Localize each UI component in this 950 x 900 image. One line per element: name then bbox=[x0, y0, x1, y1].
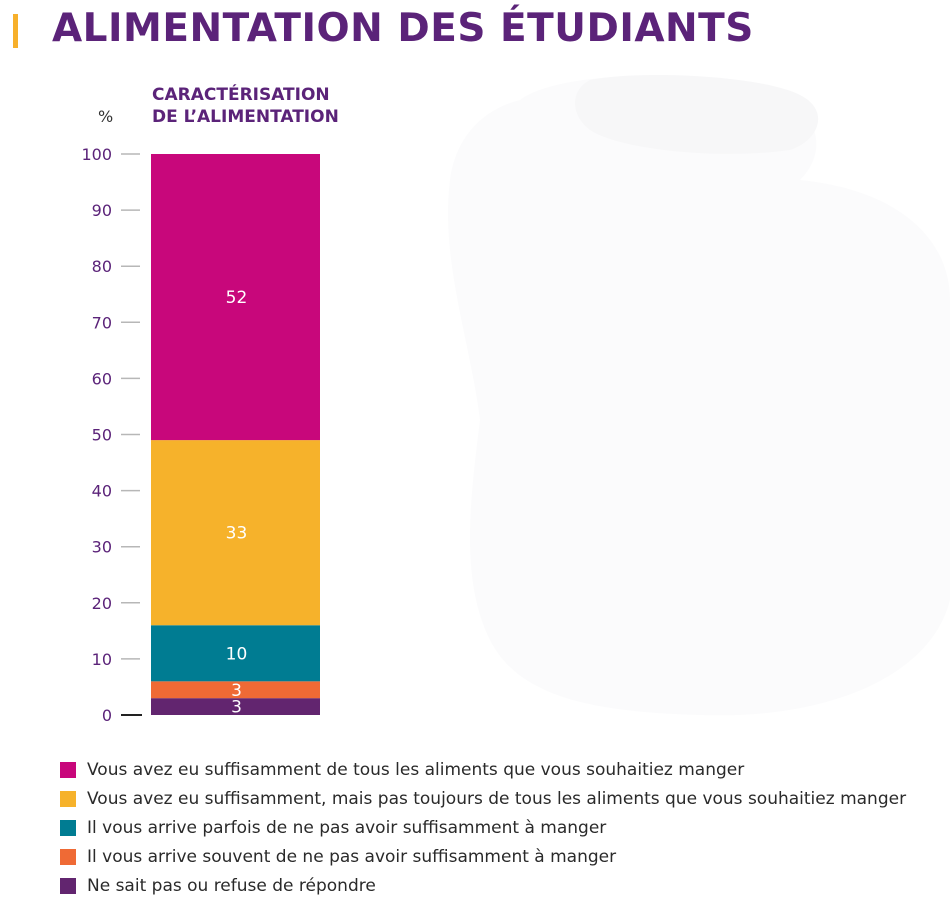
y-tick-label: 90 bbox=[92, 201, 112, 220]
legend-swatch bbox=[60, 877, 76, 894]
bar-value-label: 33 bbox=[226, 524, 248, 544]
page-title: ALIMENTATION DES ÉTUDIANTS bbox=[52, 6, 754, 51]
legend-item: Il vous arrive parfois de ne pas avoir s… bbox=[60, 813, 906, 842]
legend-swatch bbox=[60, 848, 76, 865]
y-tick-label: 50 bbox=[92, 426, 112, 445]
legend-item: Vous avez eu suffisamment, mais pas touj… bbox=[60, 784, 906, 813]
legend-swatch bbox=[60, 819, 76, 836]
y-tick-label: 60 bbox=[92, 369, 112, 388]
legend-item: Ne sait pas ou refuse de répondre bbox=[60, 871, 906, 900]
legend-label: Il vous arrive parfois de ne pas avoir s… bbox=[87, 817, 607, 838]
legend-label: Il vous arrive souvent de ne pas avoir s… bbox=[87, 846, 617, 867]
chart-subtitle: CARACTÉRISATION DE L’ALIMENTATION bbox=[152, 85, 339, 127]
legend-label: Vous avez eu suffisamment, mais pas touj… bbox=[87, 788, 907, 809]
y-tick-label: 80 bbox=[92, 257, 112, 276]
bar-value-label: 10 bbox=[226, 644, 248, 664]
bar-segment bbox=[151, 698, 320, 715]
y-axis-unit-label: % bbox=[98, 107, 114, 126]
stacked-bar-chart: 0 10 20 30 40 50 60 70 80 90 100 33 10 33 52 bbox=[81, 145, 320, 725]
legend-item: Vous avez eu suffisamment de tous les al… bbox=[60, 755, 906, 784]
chart-legend: Vous avez eu suffisamment de tous les al… bbox=[60, 755, 906, 900]
y-tick-label: 30 bbox=[92, 538, 112, 557]
legend-swatch bbox=[60, 761, 76, 778]
bar-value-label: 3 bbox=[231, 698, 242, 718]
y-tick-label: 100 bbox=[81, 145, 112, 164]
y-tick-label: 40 bbox=[92, 482, 112, 501]
bar-segment bbox=[151, 625, 320, 682]
bar-segment bbox=[151, 154, 320, 441]
y-tick-label: 0 bbox=[102, 706, 112, 725]
y-tick-label: 10 bbox=[92, 650, 112, 669]
bar-segment bbox=[151, 681, 320, 699]
bar-segment bbox=[151, 440, 320, 626]
bar-value-label: 52 bbox=[226, 288, 248, 308]
bar-value-label: 3 bbox=[231, 681, 242, 701]
legend-label: Ne sait pas ou refuse de répondre bbox=[87, 875, 376, 896]
legend-label: Vous avez eu suffisamment de tous les al… bbox=[87, 759, 745, 780]
legend-swatch bbox=[60, 790, 76, 807]
legend-item: Il vous arrive souvent de ne pas avoir s… bbox=[60, 842, 906, 871]
title-accent-bar bbox=[13, 14, 18, 48]
y-tick-label: 70 bbox=[92, 313, 112, 332]
y-tick-label: 20 bbox=[92, 594, 112, 613]
